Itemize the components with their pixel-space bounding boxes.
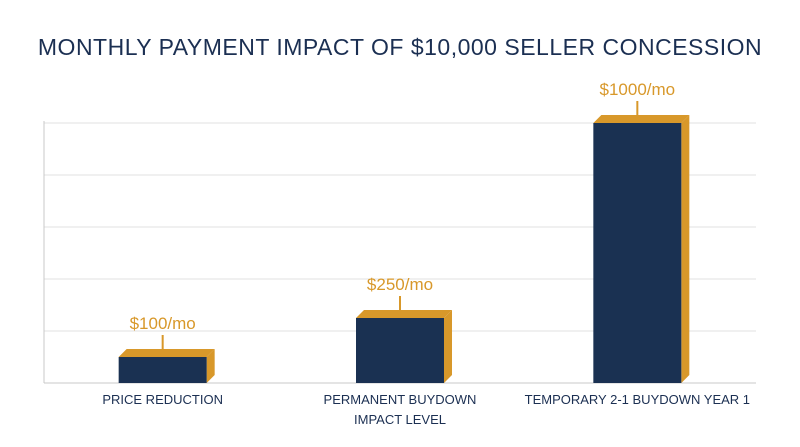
- data-label: $1000/mo: [600, 80, 676, 99]
- bar-side-face: [444, 310, 452, 383]
- data-label: $100/mo: [130, 314, 196, 333]
- bar-top-face: [356, 310, 452, 318]
- x-tick-label: PERMANENT BUYDOWN: [324, 392, 477, 407]
- bar: [356, 318, 444, 383]
- bar-side-face: [681, 115, 690, 383]
- bar-top-face: [593, 115, 690, 123]
- bar: [593, 123, 682, 383]
- x-tick-label: PRICE REDUCTION: [102, 392, 223, 407]
- bar: [118, 357, 207, 383]
- x-tick-label: TEMPORARY 2-1 BUYDOWN YEAR 1: [525, 392, 750, 407]
- bar-side-face: [206, 349, 215, 383]
- bar-top-face: [118, 349, 215, 357]
- data-label: $250/mo: [367, 275, 433, 294]
- x-axis-title: IMPACT LEVEL: [354, 412, 446, 427]
- chart-title: MONTHLY PAYMENT IMPACT OF $10,000 SELLER…: [37, 34, 763, 60]
